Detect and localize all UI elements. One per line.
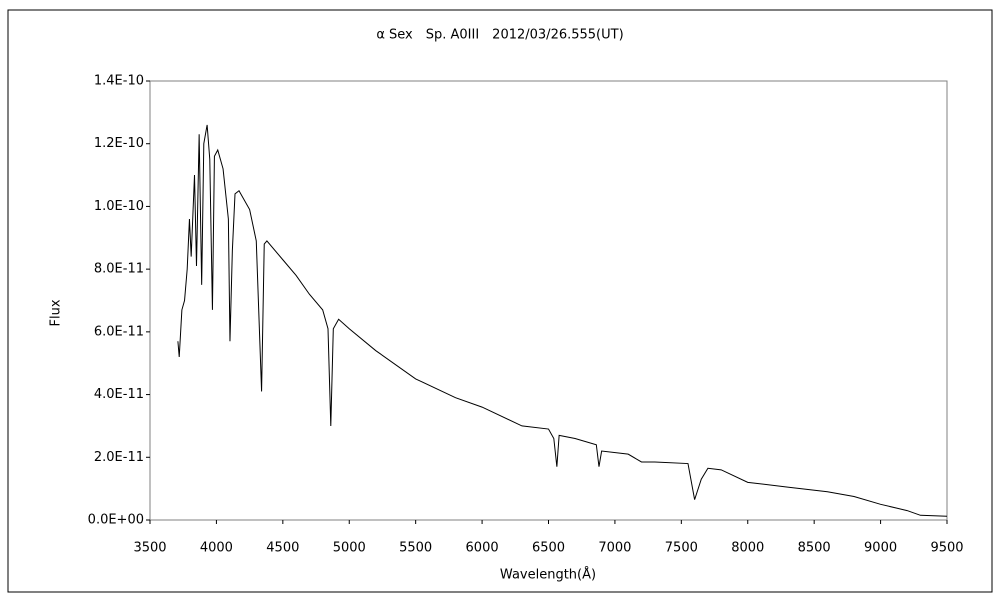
x-tick-label: 7000: [598, 541, 631, 556]
x-tick-label: 8500: [798, 541, 831, 556]
y-tick-label: 0.0E+00: [88, 513, 144, 528]
x-tick-label: 5000: [333, 541, 366, 556]
x-tick-label: 6000: [466, 541, 499, 556]
x-tick-label: 9000: [864, 541, 897, 556]
y-tick-label: 4.0E-11: [94, 387, 144, 402]
x-tick-label: 4500: [266, 541, 299, 556]
x-tick-label: 7500: [665, 541, 698, 556]
x-tick-label: 9500: [930, 541, 963, 556]
y-tick-label: 1.2E-10: [94, 136, 144, 151]
x-axis-label: Wavelength(Å): [500, 567, 596, 583]
y-axis-label: Flux: [49, 299, 64, 326]
y-tick-label: 1.4E-10: [94, 74, 144, 89]
y-tick-label: 1.0E-10: [94, 199, 144, 214]
y-tick-label: 6.0E-11: [94, 324, 144, 339]
x-tick-label: 3500: [133, 541, 166, 556]
chart-title: α Sex Sp. A0III 2012/03/26.555(UT): [376, 28, 623, 43]
plot-area: [149, 80, 948, 521]
x-tick-label: 4000: [200, 541, 233, 556]
spectrum-line: [177, 124, 948, 517]
x-tick-label: 5500: [399, 541, 432, 556]
y-tick-label: 2.0E-11: [94, 450, 144, 465]
x-tick-label: 6500: [532, 541, 565, 556]
x-tick-label: 8000: [731, 541, 764, 556]
y-tick-label: 8.0E-11: [94, 262, 144, 277]
